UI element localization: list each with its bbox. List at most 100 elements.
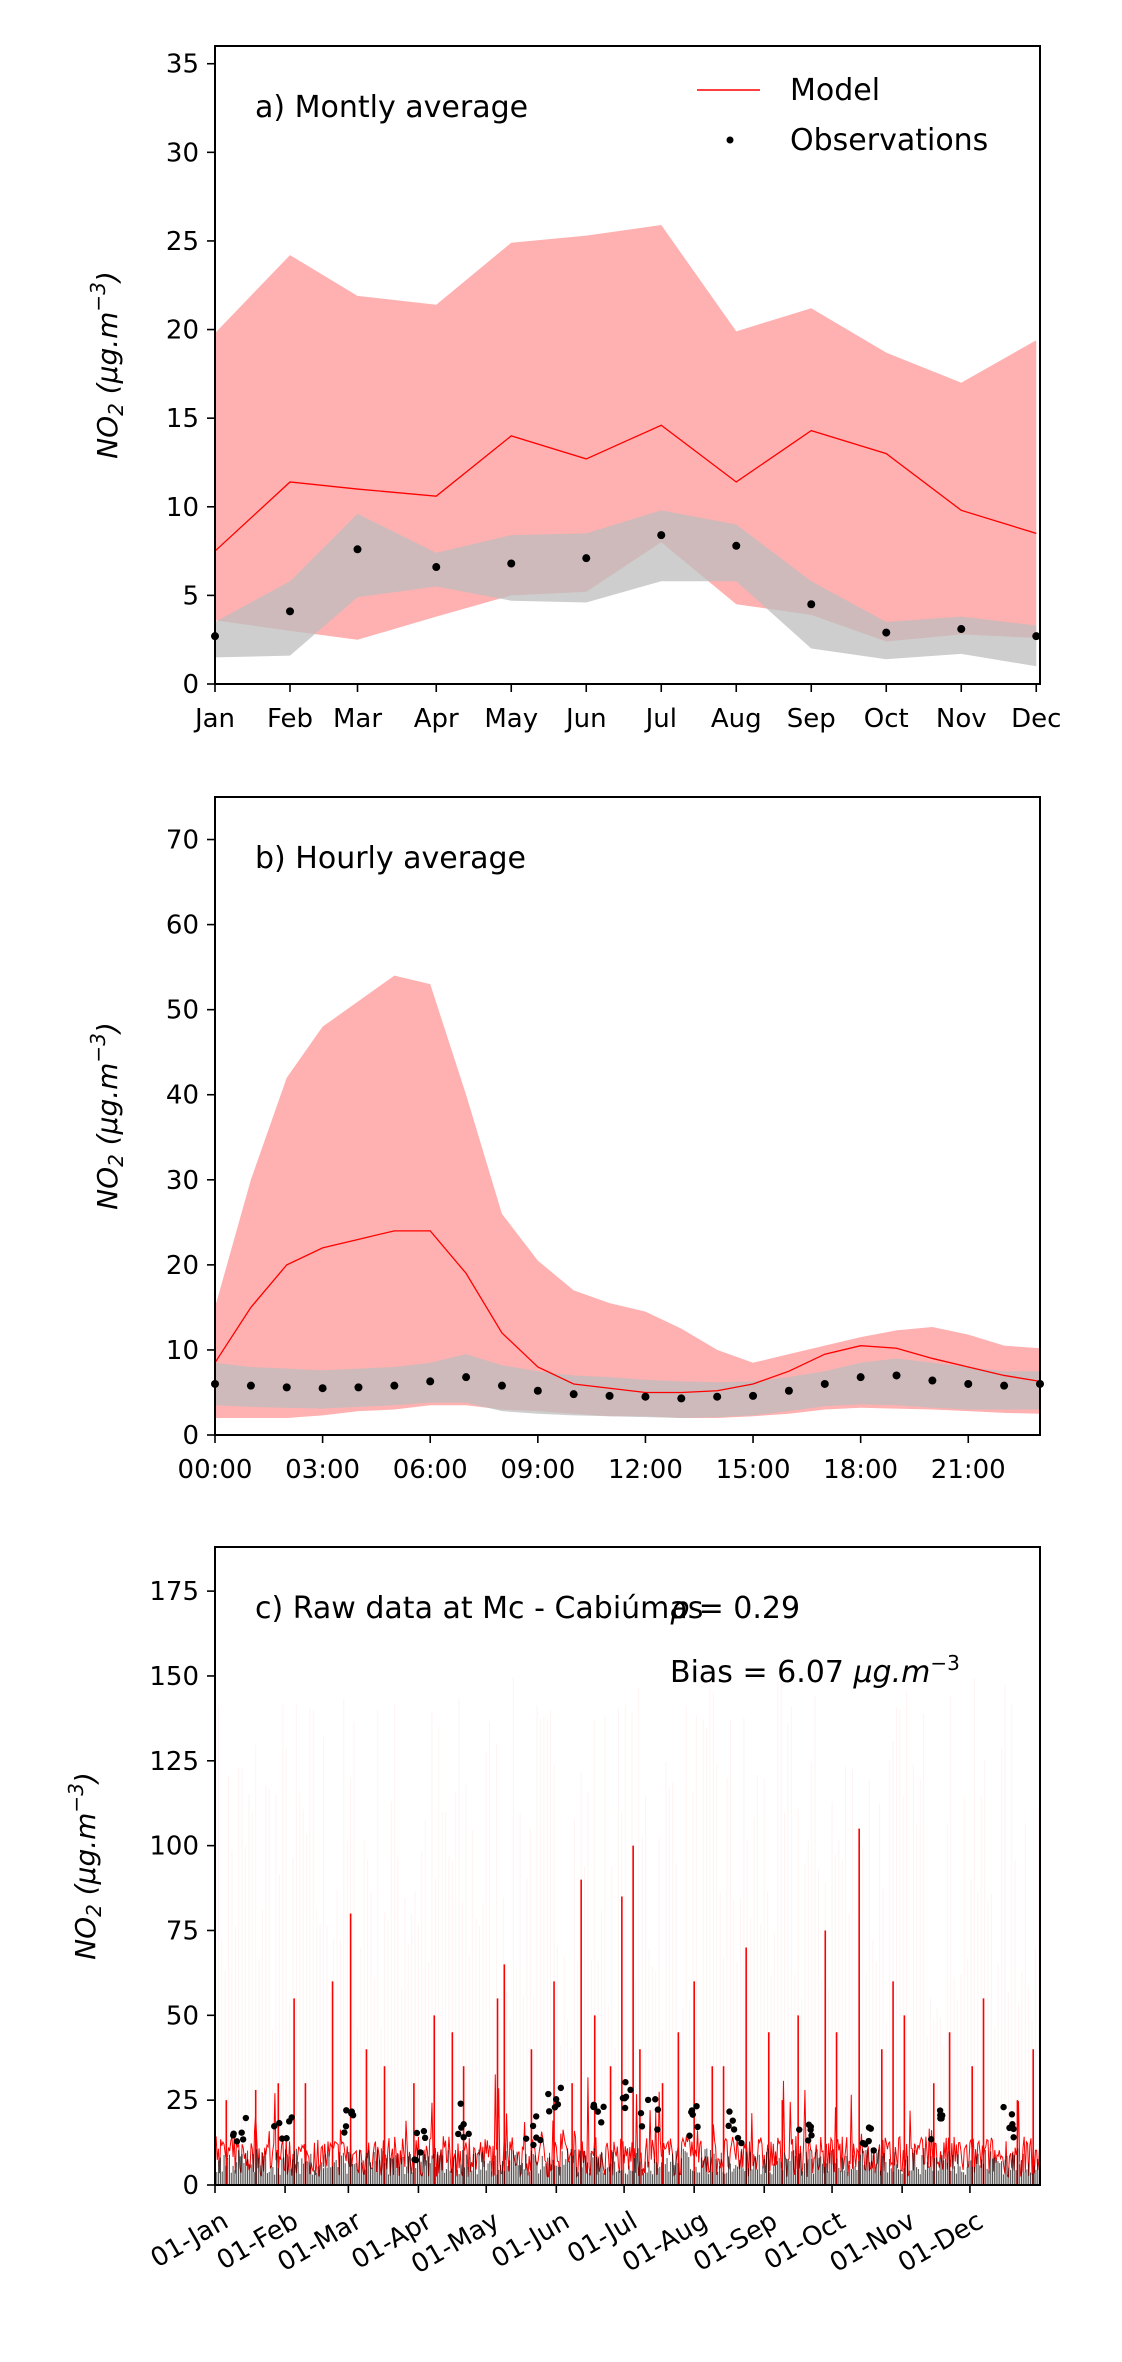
raw-observation-point [808, 2132, 815, 2139]
raw-observation-point [621, 2104, 629, 2112]
hourly-observation-point [282, 1383, 291, 1392]
monthly-observation-point [657, 531, 666, 540]
raw-observation-point [460, 2133, 467, 2141]
monthly-x-tick-label: Oct [864, 704, 909, 734]
raw-observation-point [804, 2137, 812, 2144]
hourly-x-tick-label: 06:00 [393, 1455, 468, 1485]
raw-observation-point [238, 2129, 245, 2136]
panel-raw-data: 0 25 50 75 100 125 150 175 01-Jan01-Feb01-Mar01… [64, 1546, 1041, 2280]
raw-observation-point [413, 2129, 421, 2137]
hourly-observation-point [318, 1384, 327, 1393]
hourly-model-line [214, 1230, 1041, 1394]
raw-observation-point [693, 2102, 700, 2110]
raw-observation-point [598, 2119, 605, 2126]
raw-observation-point [730, 2126, 738, 2133]
hourly-x-tick-label: 21:00 [931, 1455, 1006, 1485]
legend-observations-swatch [726, 136, 734, 144]
raw-observation-point [239, 2136, 247, 2143]
correlation-annotation: ρ = 0.29 [670, 1591, 800, 1626]
hourly-observation-point [569, 1390, 578, 1399]
monthly-y-axis-label: NO2 (μg.m−3) [86, 271, 128, 459]
raw-observation-point [420, 2127, 428, 2135]
monthly-y-tick-label: 10 [166, 493, 199, 523]
legend-observations-label: Observations [790, 123, 988, 158]
raw-y-ticks: 0 25 50 75 100 125 150 175 [149, 1577, 215, 2201]
raw-observation-point [936, 2107, 944, 2114]
hourly-x-tick-label: 00:00 [178, 1455, 253, 1485]
raw-observation-point [807, 2123, 815, 2130]
raw-observation-point [229, 2132, 237, 2139]
hourly-observation-point [246, 1381, 255, 1390]
raw-y-tick-label: 150 [149, 1662, 199, 1692]
raw-observation-point [522, 2135, 530, 2142]
monthly-x-tick-label: Jun [564, 704, 607, 734]
raw-observation-point [638, 2123, 646, 2130]
raw-observation-point [654, 2106, 662, 2113]
hourly-observation-point [892, 1371, 901, 1380]
legend: Model Observations [697, 73, 988, 158]
raw-observation-point [411, 2156, 418, 2163]
panel-monthly-average: 0 5 10 15 20 25 30 35 Jan Feb Mar Apr May Jun Jul Aug S… [86, 45, 1061, 734]
monthly-observation-point [432, 563, 441, 572]
raw-observation-point [271, 2123, 278, 2130]
raw-y-tick-label: 0 [182, 2171, 199, 2201]
raw-observation-point [652, 2096, 659, 2103]
raw-observation-point [726, 2108, 733, 2115]
monthly-y-tick-label: 35 [166, 50, 199, 80]
monthly-y-tick-label: 20 [166, 316, 199, 346]
raw-observation-point [529, 2122, 537, 2130]
hourly-observation-point [1000, 1381, 1009, 1390]
hourly-observation-point [390, 1381, 399, 1390]
monthly-observation-point [1032, 632, 1041, 641]
monthly-x-tick-label: Apr [414, 704, 459, 734]
raw-observation-point [545, 2108, 553, 2115]
raw-observation-point [725, 2122, 732, 2130]
raw-observation-point [554, 2101, 562, 2108]
monthly-observation-point [882, 628, 891, 637]
monthly-bands [215, 224, 1037, 667]
hourly-y-tick-label: 70 [166, 826, 199, 856]
monthly-model-line [214, 424, 1037, 552]
monthly-panel-title: a) Montly average [255, 90, 528, 125]
monthly-observation-point [507, 559, 516, 568]
raw-observation-point [545, 2090, 552, 2098]
monthly-x-tick-label: Dec [1011, 704, 1061, 734]
hourly-observation-point [928, 1376, 937, 1385]
monthly-x-tick-label: Aug [711, 704, 762, 734]
hourly-model-line-path [214, 1230, 1041, 1394]
hourly-panel-title: b) Hourly average [255, 841, 526, 876]
raw-y-tick-label: 100 [149, 1832, 199, 1862]
raw-observation-point [288, 2114, 295, 2121]
monthly-y-ticks: 0 5 10 15 20 25 30 35 [166, 50, 215, 700]
raw-observation-point [637, 2109, 645, 2117]
hourly-x-tick-label: 15:00 [716, 1455, 791, 1485]
monthly-x-tick-label: Sep [787, 704, 836, 734]
hourly-y-tick-label: 30 [166, 1166, 199, 1196]
bias-annotation: Bias = 6.07 μg.m−3 [670, 1651, 960, 1690]
raw-observation-point [341, 2129, 348, 2136]
raw-observation-point [455, 2130, 462, 2138]
monthly-x-ticks: Jan Feb Mar Apr May Jun Jul Aug Sep Oct Nov Dec [193, 684, 1061, 734]
legend-model-label: Model [790, 73, 880, 108]
hourly-observation-point [641, 1392, 650, 1401]
raw-observation-point [590, 2101, 598, 2109]
hourly-y-axis-label: NO2 (μg.m−3) [86, 1022, 128, 1210]
hourly-observation-points [211, 1371, 1044, 1403]
hourly-y-tick-label: 60 [166, 911, 199, 941]
monthly-x-tick-label: Jan [193, 704, 235, 734]
raw-model-line-path [214, 2074, 1041, 2179]
raw-x-ticks: 01-Jan01-Feb01-Mar01-Apr01-May01-Jun01-J… [146, 2185, 988, 2280]
raw-observation-point [1010, 2134, 1017, 2141]
raw-observation-point [738, 2139, 745, 2147]
raw-observation-point [694, 2123, 701, 2131]
raw-observation-point [242, 2114, 250, 2122]
monthly-x-tick-label: Feb [267, 704, 313, 734]
hourly-x-tick-label: 18:00 [823, 1455, 898, 1485]
raw-x-tick-label: 01-Jun [487, 2206, 575, 2274]
raw-observation-point [1008, 2111, 1016, 2118]
raw-observation-point [621, 2095, 628, 2102]
hourly-observation-point [533, 1386, 542, 1395]
raw-y-tick-label: 25 [166, 2086, 199, 2116]
raw-observation-point [458, 2124, 465, 2131]
